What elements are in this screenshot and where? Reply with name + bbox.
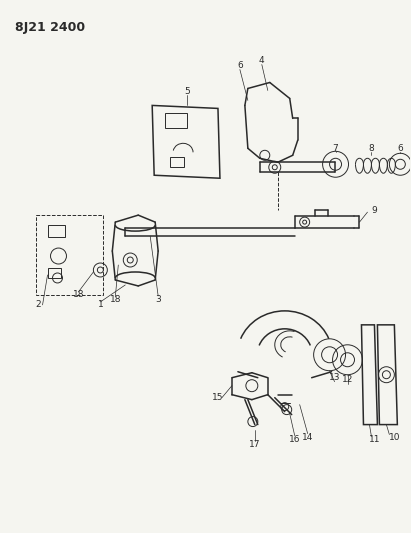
Text: 17: 17 [249,440,261,449]
Text: 18: 18 [110,295,121,304]
Text: 11: 11 [369,435,380,444]
Text: 5: 5 [184,87,190,96]
Text: 8: 8 [369,144,374,153]
Text: 2: 2 [36,301,42,309]
Text: 3: 3 [155,295,161,304]
Bar [170,157,184,167]
Text: 18: 18 [73,290,84,300]
Text: 8J21 2400: 8J21 2400 [15,21,85,34]
Text: 14: 14 [302,433,313,442]
Text: 12: 12 [342,375,353,384]
Bar [36,215,103,295]
Text: 4: 4 [259,56,265,65]
Bar [165,114,187,128]
Bar [48,225,65,237]
Text: 7: 7 [332,144,338,153]
Text: 9: 9 [372,206,377,215]
Text: 1: 1 [97,301,103,309]
Text: 10: 10 [389,433,400,442]
Text: 16: 16 [289,435,300,444]
Text: 6: 6 [237,61,243,70]
Text: 6: 6 [397,144,403,153]
Bar [48,268,62,278]
Text: 15: 15 [212,393,224,402]
Text: 13: 13 [329,373,340,382]
